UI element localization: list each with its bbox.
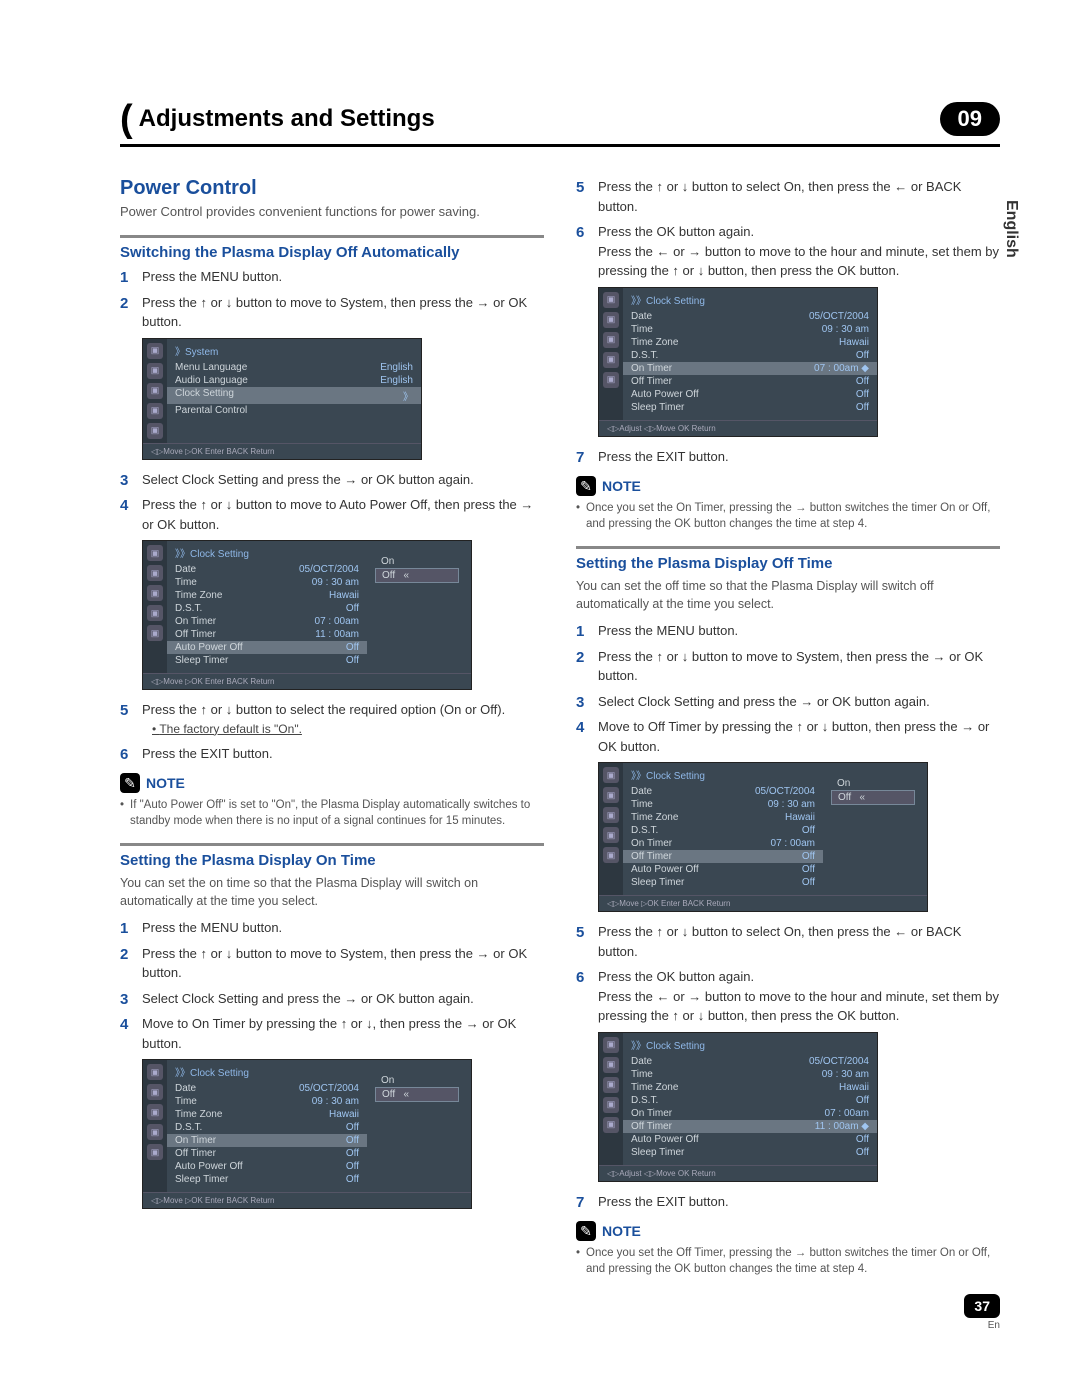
- osd-title: 》》Clock Setting: [631, 767, 815, 782]
- osd-footer: ◁▷Move ▷OK Enter BACK Return: [143, 673, 471, 689]
- section-power-control: Power Control: [120, 177, 544, 200]
- note-icon: ✎: [120, 773, 140, 793]
- osd-footer: ◁▷Adjust ◁▷Move OK Return: [599, 420, 877, 436]
- bracket-icon: (: [120, 100, 133, 138]
- step: Select Clock Setting and press the → or …: [120, 989, 544, 1009]
- step: Press the OK button again. Press the ← o…: [576, 967, 1000, 1026]
- step: Press the ↑ or ↓ button to select On, th…: [576, 922, 1000, 961]
- steps-off-time-cont2: Press the EXIT button.: [576, 1192, 1000, 1212]
- osd-title: 》System: [175, 343, 413, 358]
- page-footer: 37 En: [964, 1294, 1000, 1331]
- osd-footer: ◁▷Move ▷OK Enter BACK Return: [599, 895, 927, 911]
- heading-switch-off-auto: Switching the Plasma Display Off Automat…: [120, 235, 544, 261]
- osd-side-options: On Off «: [375, 555, 459, 583]
- step: Press the EXIT button.: [120, 744, 544, 764]
- option-off-selected: Off «: [831, 790, 915, 805]
- osd-footer: ◁▷Adjust ◁▷Move OK Return: [599, 1165, 877, 1181]
- right-column: Press the ↑ or ↓ button to select On, th…: [576, 177, 1000, 1277]
- osd-footer: ◁▷Move ▷OK Enter BACK Return: [143, 443, 421, 459]
- step: Press the ↑ or ↓ button to move to Syste…: [120, 944, 544, 983]
- steps-switch-off-auto-cont2: Press the ↑ or ↓ button to select the re…: [120, 700, 544, 763]
- option-off-selected: Off «: [375, 1087, 459, 1102]
- osd-title: 》》Clock Setting: [175, 545, 359, 560]
- off-time-intro: You can set the off time so that the Pla…: [576, 578, 1000, 613]
- osd-footer: ◁▷Move ▷OK Enter BACK Return: [143, 1192, 471, 1208]
- osd-clock-ontimer-set: ▣▣▣▣▣ 》》Clock Setting Date05/OCT/2004Tim…: [598, 287, 878, 437]
- note-header: ✎ NOTE: [120, 773, 544, 793]
- note-text: If "Auto Power Off" is set to "On", the …: [120, 797, 544, 829]
- osd-title: 》》Clock Setting: [631, 292, 869, 307]
- note-header: ✎ NOTE: [576, 476, 1000, 496]
- option-off-selected: Off «: [375, 568, 459, 583]
- page-number: 37: [964, 1294, 1000, 1318]
- note-label: NOTE: [146, 775, 185, 791]
- steps-switch-off-auto: Press the MENU button. Press the ↑ or ↓ …: [120, 267, 544, 332]
- osd-clock-offtimer: ▣▣▣▣▣ 》》Clock Setting Date05/OCT/2004Tim…: [598, 762, 928, 912]
- step: Press the MENU button.: [576, 621, 1000, 641]
- left-column: Power Control Power Control provides con…: [120, 177, 544, 1277]
- note-label: NOTE: [602, 1223, 641, 1239]
- osd-system-menu: ▣▣▣▣▣ 》System Menu LanguageEnglishAudio …: [142, 338, 422, 460]
- option-on: On: [831, 777, 915, 790]
- heading-on-time: Setting the Plasma Display On Time: [120, 843, 544, 869]
- note-icon: ✎: [576, 476, 596, 496]
- osd-title: 》》Clock Setting: [175, 1064, 359, 1079]
- osd-sidebar-icons: ▣▣▣▣▣: [143, 339, 167, 443]
- step: Press the EXIT button.: [576, 1192, 1000, 1212]
- step: Press the OK button again. Press the ← o…: [576, 222, 1000, 281]
- step: Press the MENU button.: [120, 918, 544, 938]
- osd-side-options: On Off «: [375, 1074, 459, 1102]
- note-header: ✎ NOTE: [576, 1221, 1000, 1241]
- steps-off-time-cont: Press the ↑ or ↓ button to select On, th…: [576, 922, 1000, 1026]
- step: Press the ↑ or ↓ button to move to Syste…: [120, 293, 544, 332]
- sub-bullet: • The factory default is "On".: [142, 720, 544, 738]
- osd-clock-ontimer: ▣▣▣▣▣ 》》Clock Setting Date05/OCT/2004Tim…: [142, 1059, 472, 1209]
- step: Select Clock Setting and press the → or …: [120, 470, 544, 490]
- note-icon: ✎: [576, 1221, 596, 1241]
- osd-title: 》》Clock Setting: [631, 1037, 869, 1052]
- note-label: NOTE: [602, 478, 641, 494]
- step: Select Clock Setting and press the → or …: [576, 692, 1000, 712]
- language-tab: English: [1002, 200, 1020, 258]
- on-time-intro: You can set the on time so that the Plas…: [120, 875, 544, 910]
- step: Press the MENU button.: [120, 267, 544, 287]
- note-text: Once you set the Off Timer, pressing the…: [576, 1245, 1000, 1277]
- chapter-header: ( Adjustments and Settings 09: [120, 100, 1000, 147]
- osd-clock-autopower: ▣▣▣▣▣ 》》Clock Setting Date05/OCT/2004Tim…: [142, 540, 472, 690]
- page-lang: En: [964, 1320, 1000, 1331]
- chapter-title: Adjustments and Settings: [139, 105, 940, 133]
- option-on: On: [375, 555, 459, 568]
- power-control-intro: Power Control provides convenient functi…: [120, 204, 544, 219]
- option-on: On: [375, 1074, 459, 1087]
- steps-on-time-cont2: Press the EXIT button.: [576, 447, 1000, 467]
- step: Press the EXIT button.: [576, 447, 1000, 467]
- osd-clock-offtimer-set: ▣▣▣▣▣ 》》Clock Setting Date05/OCT/2004Tim…: [598, 1032, 878, 1182]
- steps-off-time: Press the MENU button. Press the ↑ or ↓ …: [576, 621, 1000, 756]
- step: Press the ↑ or ↓ button to select On, th…: [576, 177, 1000, 216]
- step: Press the ↑ or ↓ button to move to Auto …: [120, 495, 544, 534]
- osd-side-options: On Off «: [831, 777, 915, 805]
- steps-switch-off-auto-cont: Select Clock Setting and press the → or …: [120, 470, 544, 535]
- step: Move to On Timer by pressing the ↑ or ↓,…: [120, 1014, 544, 1053]
- steps-on-time-cont: Press the ↑ or ↓ button to select On, th…: [576, 177, 1000, 281]
- chapter-number: 09: [940, 102, 1000, 136]
- steps-on-time: Press the MENU button. Press the ↑ or ↓ …: [120, 918, 544, 1053]
- step: Move to Off Timer by pressing the ↑ or ↓…: [576, 717, 1000, 756]
- heading-off-time: Setting the Plasma Display Off Time: [576, 546, 1000, 572]
- note-text: Once you set the On Timer, pressing the …: [576, 500, 1000, 532]
- step: Press the ↑ or ↓ button to select the re…: [120, 700, 544, 738]
- step: Press the ↑ or ↓ button to move to Syste…: [576, 647, 1000, 686]
